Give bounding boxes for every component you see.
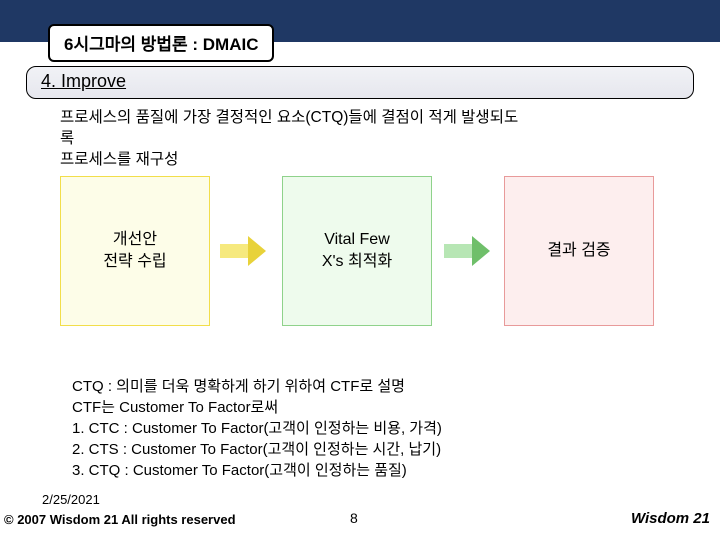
flow-node-label: 결과 검증 — [547, 240, 610, 262]
notes: CTQ : 의미를 더욱 명확하게 하기 위하여 CTF로 설명 CTF는 Cu… — [72, 376, 672, 481]
flow-diagram: 개선안전략 수립 Vital FewX's 최적화 결과 검증 — [60, 176, 660, 326]
arrow-shaft — [444, 244, 474, 258]
arrow-head-icon — [472, 236, 490, 266]
title-text: 6시그마의 방법론 : DMAIC — [64, 35, 258, 54]
copyright-text: © 2007 Wisdom 21 All rights reserved — [4, 512, 236, 527]
description-line: 프로세스를 재구성 — [60, 150, 680, 171]
notes-line: 1. CTC : Customer To Factor(고객이 인정하는 비용,… — [72, 418, 672, 439]
flow-node: 개선안전략 수립 — [60, 176, 210, 326]
arrow-head-icon — [248, 236, 266, 266]
notes-line: 3. CTQ : Customer To Factor(고객이 인정하는 품질) — [72, 460, 672, 481]
footer-right: Wisdom 21 — [631, 510, 710, 527]
section-box: 4. Improve — [26, 66, 694, 99]
page-number: 8 — [350, 510, 358, 526]
flow-node-label: 개선안전략 수립 — [103, 229, 166, 272]
section-text: 4. Improve — [41, 71, 126, 91]
footer-left: © 2007 Wisdom 21 All rights reserved — [4, 512, 236, 527]
flow-node: Vital FewX's 최적화 — [282, 176, 432, 326]
slide: 6시그마의 방법론 : DMAIC 4. Improve 프로세스의 품질에 가… — [0, 0, 720, 540]
notes-line: 2. CTS : Customer To Factor(고객이 인정하는 시간,… — [72, 439, 672, 460]
flow-node: 결과 검증 — [504, 176, 654, 326]
notes-line: CTF는 Customer To Factor로써 — [72, 397, 672, 418]
description-line: 록 — [60, 129, 680, 150]
arrow-shaft — [220, 244, 250, 258]
description: 프로세스의 품질에 가장 결정적인 요소(CTQ)들에 결점이 적게 발생되도 … — [60, 108, 680, 171]
description-line: 프로세스의 품질에 가장 결정적인 요소(CTQ)들에 결점이 적게 발생되도 — [60, 108, 680, 129]
date-text: 2/25/2021 — [42, 492, 100, 507]
flow-arrow — [220, 236, 266, 266]
flow-node-label: Vital FewX's 최적화 — [322, 229, 392, 272]
notes-line: CTQ : 의미를 더욱 명확하게 하기 위하여 CTF로 설명 — [72, 376, 672, 397]
title-box: 6시그마의 방법론 : DMAIC — [48, 24, 274, 62]
flow-arrow — [444, 236, 490, 266]
